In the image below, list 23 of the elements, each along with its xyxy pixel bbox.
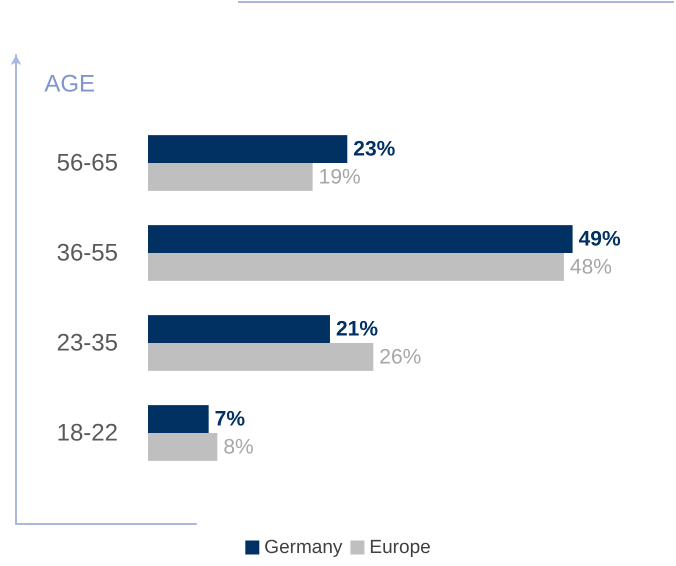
bar: [148, 135, 348, 163]
bar: [148, 343, 374, 371]
bar: [148, 225, 573, 253]
data-label: 7%: [214, 408, 246, 431]
data-label: 8%: [223, 435, 254, 458]
y-tick-label: 18-22: [56, 420, 118, 446]
bar: [148, 253, 564, 281]
legend-label: Europe: [369, 537, 431, 558]
data-label: 49%: [578, 228, 621, 251]
data-label: 48%: [570, 255, 612, 278]
y-tick-label: 23-35: [56, 330, 118, 356]
data-label: 21%: [336, 318, 378, 341]
data-label: 23%: [353, 138, 396, 161]
y-axis-title: AGE: [44, 70, 95, 98]
y-tick-label: 36-55: [56, 240, 118, 266]
bar: [148, 433, 218, 461]
legend-label: Germany: [264, 537, 343, 558]
y-tick-label: 56-65: [56, 150, 118, 176]
data-label: 26%: [379, 345, 422, 368]
bar: [148, 163, 313, 191]
bar: [148, 315, 330, 343]
data-label: 19%: [318, 165, 361, 188]
bar: [148, 405, 209, 433]
